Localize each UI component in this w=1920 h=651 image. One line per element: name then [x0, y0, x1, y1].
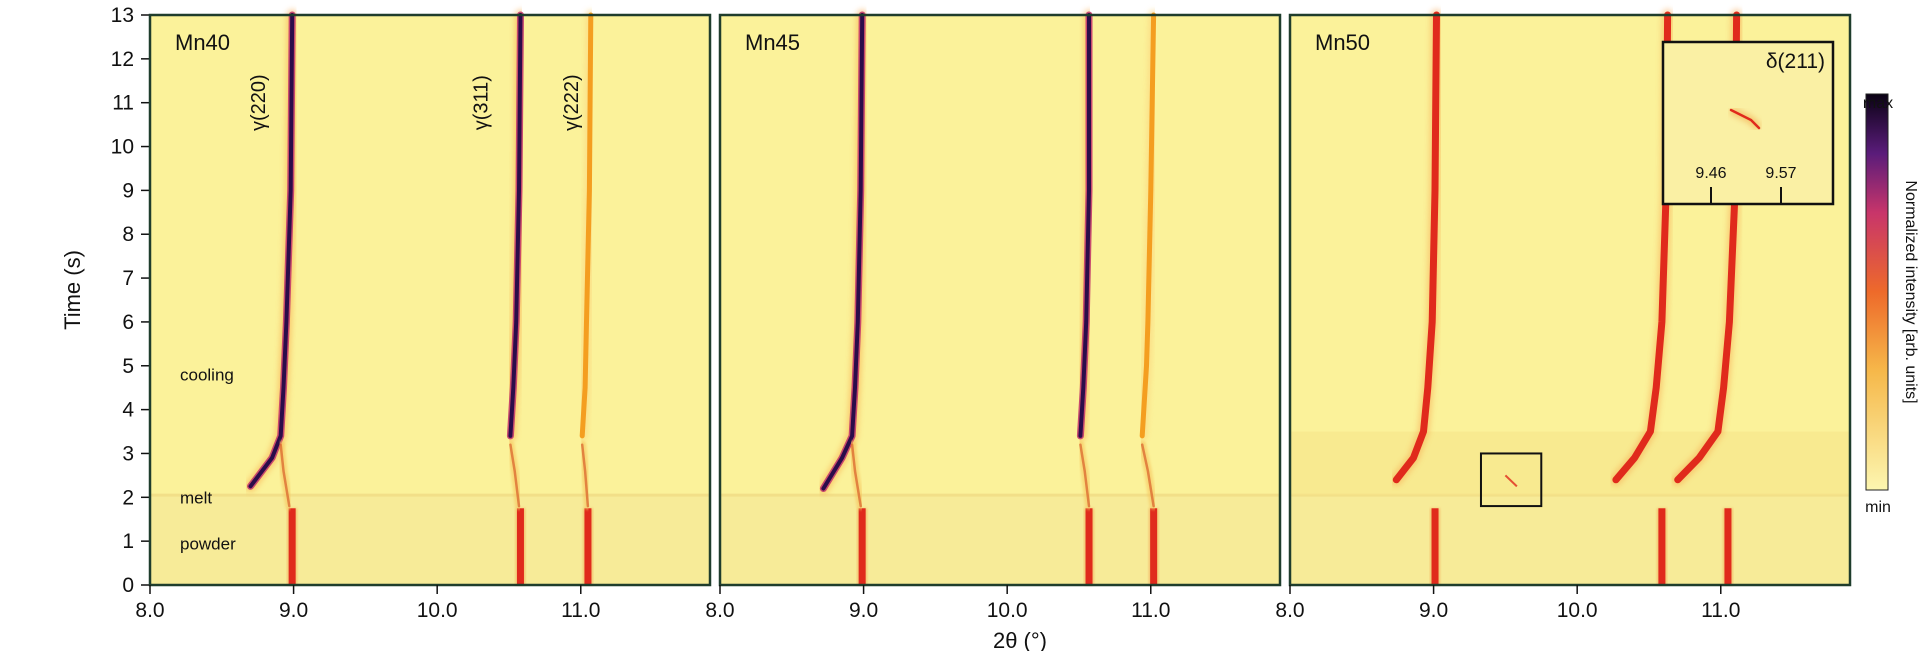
powder-peak: [516, 508, 524, 585]
panel-frame: [718, 13, 1282, 587]
diffraction-trace: [279, 443, 291, 508]
highlight-box: [1479, 452, 1543, 508]
peak-label: γ(311): [470, 75, 492, 130]
phase-label: powder: [180, 534, 236, 553]
colorbar-label: Normalized intensity [arb. units]: [1902, 180, 1919, 403]
colorbar-min-label: min: [1865, 499, 1891, 516]
diffraction-trace: [580, 443, 590, 508]
colorbar: max min Normalized intensity [arb. units…: [1863, 93, 1919, 516]
x-tick-label: 9.0: [1419, 599, 1448, 622]
y-tick-label: 4: [122, 399, 134, 422]
delta-peak-spot: [1504, 474, 1518, 488]
x-tick-label: 8.0: [1275, 599, 1304, 622]
panel-label: Mn50: [1315, 30, 1370, 55]
y-tick-label: 10: [111, 136, 134, 159]
powder-peak: [1658, 508, 1666, 585]
heatmap-background: [720, 15, 1280, 585]
diffraction-trace: [1392, 11, 1440, 484]
diffraction-trace: [1079, 443, 1091, 508]
colorbar-ramp: [1865, 93, 1889, 491]
diffraction-trace: [821, 13, 865, 491]
x-tick-label: 11.0: [1131, 599, 1170, 622]
diffraction-trace: [1078, 13, 1091, 438]
y-tick-label: 1: [122, 530, 134, 553]
melt-band: [1290, 431, 1850, 496]
panel-label: Mn40: [175, 30, 230, 55]
x-tick-label: 10.0: [417, 599, 458, 622]
x-tick-label: 11.0: [561, 599, 600, 622]
powder-region: [1290, 495, 1850, 585]
diffraction-trace: [1140, 443, 1155, 508]
powder-peak: [1085, 508, 1093, 585]
y-tick-label: 12: [111, 48, 134, 71]
inset-background: [1663, 42, 1833, 204]
heatmap-background: [150, 15, 710, 585]
powder-peak: [584, 508, 592, 585]
inset: δ(211) 9.46 9.57: [1661, 40, 1835, 206]
panel-mn40: Mn40 8.0 9.0 10.0 11.0 cooling melt powder γ(220…: [135, 9, 712, 622]
peak-label: γ(220): [248, 74, 270, 131]
diffraction-trace: [579, 12, 594, 439]
diffraction-trace: [1139, 12, 1157, 439]
powder-region: [150, 495, 710, 585]
x-tick-label: 10.0: [987, 599, 1028, 622]
x-tick-label: 8.0: [135, 599, 164, 622]
panel-frame: [148, 13, 712, 587]
powder-peak: [1724, 508, 1732, 585]
diffraction-trace: [508, 13, 523, 438]
inset-tick-label: 9.57: [1765, 165, 1796, 182]
x-tick-label: 9.0: [849, 599, 878, 622]
inset-tick-label: 9.46: [1695, 165, 1726, 182]
x-axis-label: 2θ (°): [993, 628, 1047, 651]
phase-label: cooling: [180, 366, 234, 385]
powder-region: [720, 495, 1280, 585]
inset-label: δ(211): [1766, 50, 1825, 73]
y-tick-label: 0: [122, 574, 134, 597]
y-tick-label: 8: [122, 223, 134, 246]
inset-frame: [1661, 40, 1835, 206]
y-tick-label: 11: [112, 92, 134, 115]
colorbar-max-label: max: [1863, 95, 1893, 112]
panel-frame: [1288, 13, 1852, 587]
panel-mn45: Mn45 8.0 9.0 10.0 11.0: [705, 9, 1282, 622]
y-tick-label: 5: [122, 355, 134, 378]
peak-label: γ(222): [561, 74, 583, 131]
x-tick-label: 11.0: [1701, 599, 1740, 622]
panel-label: Mn45: [745, 30, 800, 55]
diffraction-trace: [248, 13, 295, 489]
powder-peak: [288, 508, 296, 585]
y-tick-label: 13: [111, 4, 134, 27]
y-tick-label: 3: [122, 442, 134, 465]
y-tick-label: 9: [122, 179, 134, 202]
powder-peak: [1150, 508, 1158, 585]
powder-peak: [858, 508, 866, 585]
inset-peak: [1729, 108, 1761, 130]
x-tick-label: 10.0: [1557, 599, 1598, 622]
powder-peak: [1431, 508, 1439, 585]
x-tick-label: 8.0: [705, 599, 734, 622]
y-tick-label: 2: [122, 486, 134, 509]
y-tick-label: 7: [122, 267, 134, 290]
y-axis-label: Time (s): [60, 250, 85, 330]
y-tick-label: 6: [122, 311, 134, 334]
diffraction-trace: [509, 443, 521, 508]
panel-mn50: Mn50 8.0 9.0 10.0 11.0 δ(211) 9.46 9.57: [1275, 9, 1852, 622]
panels: Mn40 8.0 9.0 10.0 11.0 cooling melt powder γ(220…: [135, 9, 1852, 622]
diffraction-trace: [850, 443, 862, 508]
phase-label: melt: [180, 488, 212, 507]
x-tick-label: 9.0: [279, 599, 308, 622]
